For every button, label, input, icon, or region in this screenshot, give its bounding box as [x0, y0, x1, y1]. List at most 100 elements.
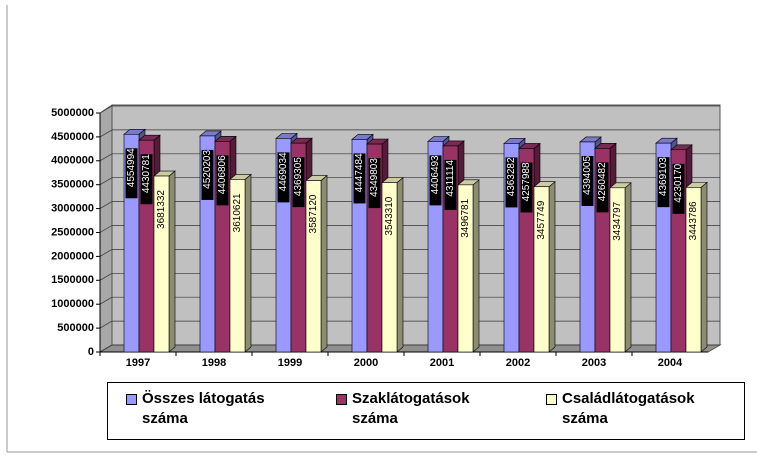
y-tick-label: 2000000	[51, 250, 94, 262]
label-bg	[140, 154, 153, 205]
grid-line	[99, 129, 113, 138]
bar-face	[381, 182, 398, 353]
bar-face	[472, 179, 480, 353]
label-bg	[581, 155, 594, 206]
x-tick-label: 2001	[430, 357, 454, 369]
side-wall	[99, 104, 113, 353]
data-label: 4520203	[202, 150, 213, 189]
bar-face	[244, 173, 252, 353]
y-tick-label: 500000	[57, 322, 94, 334]
label-bg	[429, 155, 442, 206]
bar	[305, 174, 328, 353]
legend-swatch	[546, 394, 557, 405]
legend: Összes látogatás száma Szaklátogatások sz…	[107, 382, 745, 440]
y-tick-label: 4500000	[51, 131, 94, 143]
bar-face	[685, 187, 702, 353]
data-label: 4406493	[430, 155, 441, 194]
y-tick-label: 4000000	[51, 155, 94, 167]
bar	[229, 173, 252, 353]
label-bg	[444, 159, 457, 210]
data-label: 4406806	[217, 155, 228, 194]
data-label: 4230170	[673, 163, 684, 202]
grid-line	[99, 296, 113, 305]
grid-line	[99, 225, 113, 233]
x-tick-label: 2003	[582, 357, 606, 369]
data-label: 4257988	[521, 162, 532, 201]
label-bg	[216, 155, 229, 206]
data-label: 3496781	[460, 198, 471, 237]
bar-face	[396, 176, 404, 353]
data-label: 3610621	[232, 193, 243, 232]
label-bg	[201, 149, 214, 200]
bar	[609, 182, 632, 353]
y-tick-label: 5000000	[51, 107, 94, 119]
bar-face	[700, 181, 708, 353]
data-label: 4260482	[597, 162, 608, 201]
x-tick-label: 1999	[278, 357, 302, 369]
grid-line	[99, 153, 113, 162]
grid-line	[99, 249, 113, 257]
grid-line	[99, 177, 113, 186]
bar	[381, 176, 404, 353]
grid-line	[99, 105, 113, 114]
legend-swatch	[336, 394, 347, 405]
x-tick-label: 2000	[354, 357, 378, 369]
data-label: 4349803	[369, 158, 380, 197]
y-tick-label: 1000000	[51, 298, 94, 310]
bar-face	[153, 175, 170, 353]
data-label: 4363282	[506, 157, 517, 196]
data-label: 4554994	[126, 148, 137, 187]
bar-face	[229, 179, 246, 353]
data-label: 4447484	[354, 153, 365, 192]
bar	[685, 181, 708, 353]
data-label: 3681332	[156, 190, 167, 229]
grid-line	[99, 344, 113, 353]
bar-face	[168, 170, 176, 353]
x-tick-label: 2004	[658, 357, 683, 369]
bar	[457, 179, 480, 353]
data-label: 3457749	[536, 200, 547, 239]
y-tick-label: 2500000	[51, 226, 94, 238]
legend-label: Családlátogatások száma	[562, 390, 695, 427]
label-bg	[353, 153, 366, 204]
bar-face	[533, 186, 550, 353]
label-bg	[368, 158, 381, 209]
y-tick-label: 1500000	[51, 274, 94, 286]
data-label: 4430781	[141, 154, 152, 193]
bar	[153, 170, 176, 353]
data-label: 4394005	[582, 156, 593, 195]
data-label: 4369305	[293, 157, 304, 196]
legend-swatch	[126, 394, 137, 405]
y-tick-label: 3000000	[51, 203, 94, 215]
data-label: 4311114	[445, 160, 456, 197]
bar-face	[548, 181, 556, 353]
x-tick-label: 1997	[126, 357, 150, 369]
bar	[533, 181, 556, 353]
grid-line	[99, 201, 113, 209]
label-bg	[277, 152, 290, 203]
label-bg	[505, 157, 518, 208]
x-tick-label: 2002	[506, 357, 530, 369]
bar-face	[624, 182, 632, 353]
y-tick-label: 0	[88, 346, 94, 358]
data-label: 4469034	[278, 152, 289, 191]
label-bg	[520, 162, 533, 213]
label-bg	[125, 148, 138, 199]
grid-line	[99, 272, 113, 281]
legend-entry: Szaklátogatások száma	[336, 389, 506, 429]
legend-label: Összes látogatás száma	[142, 390, 265, 427]
y-tick-label: 3500000	[51, 179, 94, 191]
legend-entry: Összes látogatás száma	[126, 389, 286, 429]
bar-face	[609, 187, 626, 353]
x-tick-label: 1998	[202, 357, 226, 369]
grid-line	[99, 320, 113, 329]
label-bg	[672, 163, 685, 214]
label-bg	[292, 157, 305, 208]
data-label: 3434797	[612, 201, 623, 240]
bar-face	[320, 174, 328, 353]
legend-entry: Családlátogatások száma	[546, 389, 726, 429]
data-label: 3543310	[384, 196, 395, 235]
data-label: 4369103	[658, 157, 669, 196]
